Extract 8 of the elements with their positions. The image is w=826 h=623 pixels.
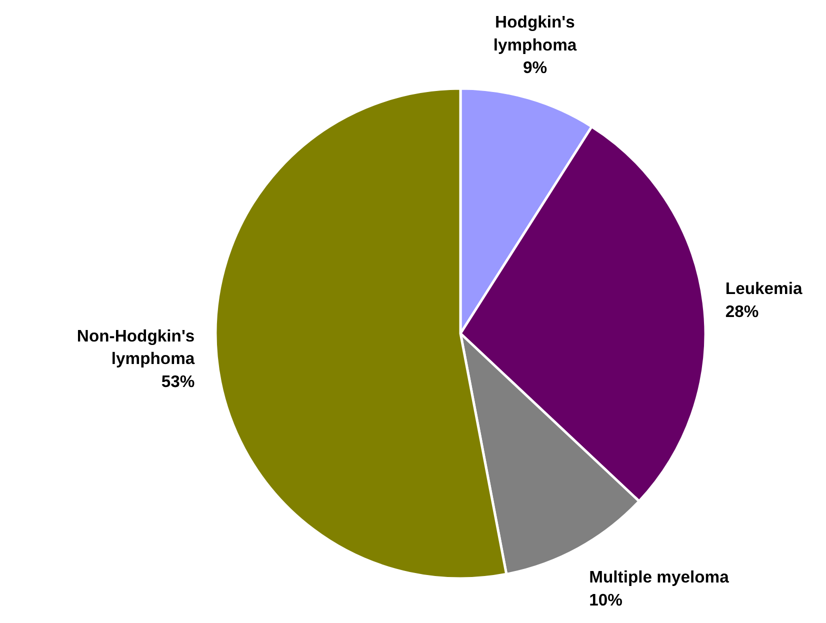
slice-label: Multiple myeloma (589, 567, 730, 586)
slice-label: Non-Hodgkin's lymphoma (76, 326, 196, 368)
slice-label: Leukemia (725, 279, 803, 298)
data-label: 10% (589, 590, 623, 610)
slice-label: Hodgkin's lymphoma (493, 12, 578, 54)
data-label: 53% (161, 372, 195, 391)
data-label: 9% (522, 58, 548, 78)
data-label: 28% (725, 302, 759, 321)
